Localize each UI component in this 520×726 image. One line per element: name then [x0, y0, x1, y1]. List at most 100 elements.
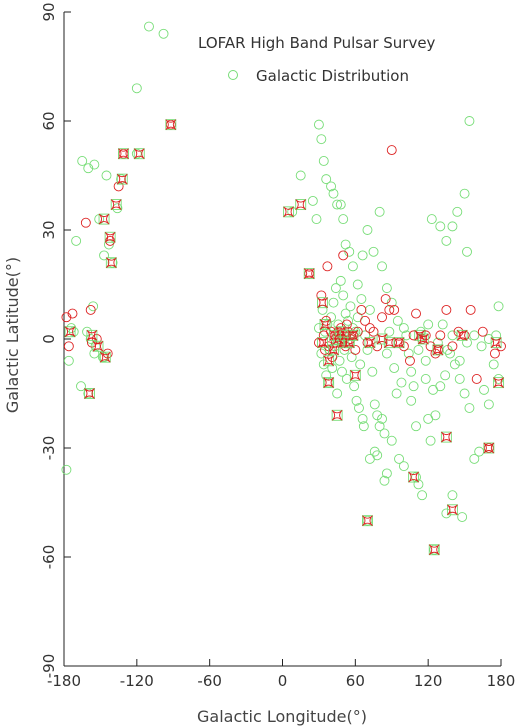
galactic-point	[307, 195, 318, 206]
galactic-point	[381, 468, 392, 479]
galactic-point	[332, 199, 343, 210]
lofar-point	[338, 250, 349, 261]
galactic-point	[488, 359, 499, 370]
galactic-point	[420, 355, 431, 366]
galactic-point	[441, 235, 452, 246]
overlap-square-marker	[84, 388, 95, 399]
galactic-point	[430, 410, 441, 421]
galactic-point	[131, 83, 142, 94]
galactic-point	[340, 308, 351, 319]
x-tick-label: -60	[197, 672, 222, 690]
lofar-point	[435, 330, 446, 341]
galactic-point	[374, 206, 385, 217]
galactic-point	[328, 188, 339, 199]
galactic-point	[437, 319, 448, 330]
overlap-square-marker	[364, 337, 376, 349]
galactic-point	[379, 475, 390, 486]
lofar-point	[386, 145, 397, 156]
overlap-square-marker	[414, 329, 426, 341]
galactic-point	[318, 156, 329, 166]
overlap-square-marker	[428, 544, 440, 556]
galactic-point	[493, 301, 504, 312]
lofar-point	[432, 344, 443, 355]
galactic-point	[454, 374, 465, 384]
galactic-point	[394, 453, 404, 464]
lofar-point	[360, 315, 370, 326]
x-tick-label: 180	[487, 672, 516, 690]
galactic-point	[377, 261, 387, 272]
overlap-star-marker	[295, 199, 307, 210]
galactic-point	[364, 304, 375, 315]
galactic-point	[345, 301, 356, 312]
galactic-point	[295, 170, 306, 181]
galactic-point	[326, 181, 337, 192]
y-axis-title: Galactic Latitude(°)	[3, 257, 22, 413]
galactic-point	[351, 395, 362, 406]
galactic-point	[457, 512, 468, 522]
galactic-point	[354, 403, 364, 413]
lofar-point	[377, 312, 387, 323]
galactic-point	[454, 355, 465, 366]
y-tick-label: -30	[40, 436, 58, 461]
galactic-point	[374, 421, 385, 432]
overlap-star-marker	[350, 370, 361, 381]
galactic-point	[493, 374, 504, 384]
galactic-point	[368, 246, 379, 257]
lofar-point	[67, 308, 78, 319]
galactic-point	[335, 275, 346, 286]
overlap-square-marker	[133, 148, 145, 160]
overlap-square-marker	[295, 199, 307, 211]
galactic-point	[426, 214, 437, 225]
galactic-point	[89, 159, 100, 170]
galactic-point	[423, 319, 434, 330]
lofar-point	[165, 119, 176, 130]
galactic-point	[452, 206, 463, 217]
galactic-point	[381, 348, 392, 359]
galactic-point	[384, 326, 395, 337]
lofar-point	[368, 326, 379, 337]
galactic-point	[330, 283, 341, 294]
plot-axes	[63, 11, 502, 667]
galactic-point	[357, 250, 368, 261]
galactic-point	[491, 330, 502, 341]
galactic-point	[401, 330, 412, 341]
lofar-point	[405, 355, 415, 366]
galactic-point	[311, 214, 322, 225]
overlap-star-marker	[328, 344, 339, 356]
galactic-point	[479, 384, 489, 395]
galactic-point	[347, 261, 358, 272]
galactic-point	[464, 116, 475, 126]
overlap-star-marker	[417, 333, 429, 345]
lofar-point	[471, 374, 482, 384]
galactic-point	[158, 28, 169, 39]
galactic-point	[358, 421, 369, 432]
overlap-square-marker	[116, 173, 128, 185]
overlap-star-marker	[483, 442, 495, 454]
overlap-square-marker	[283, 206, 295, 218]
galactic-point	[364, 453, 375, 464]
galactic-point	[356, 294, 367, 304]
galactic-point	[381, 283, 392, 294]
data-points	[61, 21, 506, 556]
galactic-point	[367, 366, 378, 377]
galactic-point	[476, 341, 487, 352]
galactic-point	[379, 428, 390, 439]
overlap-square-marker	[493, 377, 505, 389]
galactic-point	[99, 250, 110, 261]
lofar-point	[364, 323, 375, 334]
y-tick-label: -90	[40, 654, 58, 679]
galactic-point	[392, 315, 403, 326]
overlap-square-marker	[408, 471, 420, 483]
galactic-point	[71, 235, 82, 246]
overlap-square-marker	[105, 257, 117, 269]
lofar-point	[356, 304, 367, 315]
y-tick-label: 60	[40, 111, 58, 130]
galactic-point	[369, 399, 380, 410]
galactic-point	[474, 446, 485, 457]
galactic-point	[447, 490, 458, 501]
overlap-square-marker	[490, 337, 502, 349]
overlap-square-marker	[64, 326, 76, 338]
galactic-point	[321, 174, 332, 185]
galactic-point	[447, 221, 458, 232]
overlap-square-marker	[323, 377, 335, 389]
